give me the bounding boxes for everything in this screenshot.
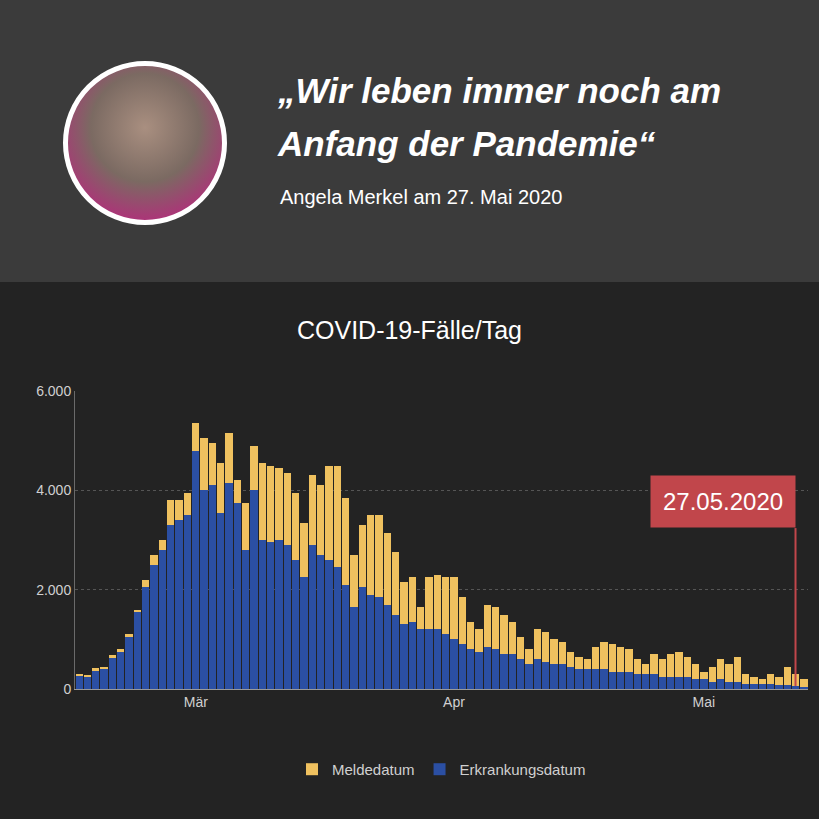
- svg-text:4.000: 4.000: [36, 482, 71, 498]
- svg-text:Meldedatum: Meldedatum: [332, 761, 415, 778]
- html-text:Angela Merkel am 27. Mai 2020: Angela Merkel am 27. Mai 2020: [280, 186, 563, 208]
- svg-text:6.000: 6.000: [36, 383, 71, 399]
- svg-text:0: 0: [63, 681, 71, 697]
- svg-text:Mai: Mai: [693, 694, 716, 710]
- svg-text:Erkrankungsdatum: Erkrankungsdatum: [460, 761, 586, 778]
- svg-text:27.05.2020: 27.05.2020: [663, 488, 783, 515]
- svg-text:Apr: Apr: [443, 694, 465, 710]
- svg-text:COVID-19-Fälle/Tag: COVID-19-Fälle/Tag: [297, 316, 522, 344]
- svg-text:Mär: Mär: [184, 694, 208, 710]
- svg-text:2.000: 2.000: [36, 582, 71, 598]
- html-text:„Wir leben immer noch am Anfan: „Wir leben immer noch am Anfang der Pand…: [278, 71, 722, 163]
